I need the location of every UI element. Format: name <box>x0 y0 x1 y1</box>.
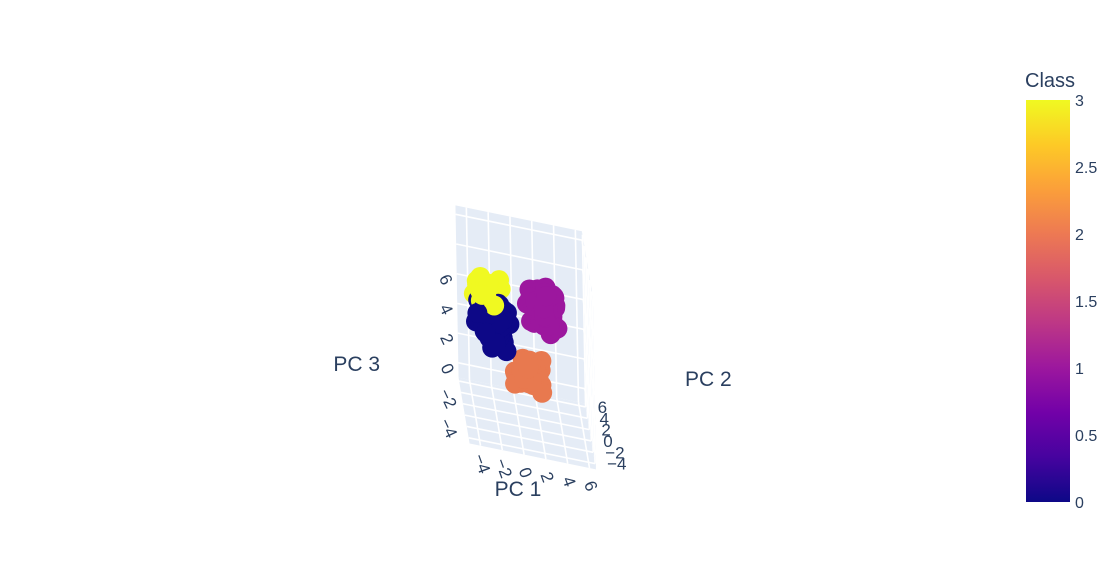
x-axis-title: PC 1 <box>495 478 542 501</box>
data-point-class-2 <box>518 358 539 379</box>
colorbar-title: Class <box>1025 70 1075 92</box>
x-tick-label: −2 <box>491 456 515 481</box>
gridline <box>555 397 569 464</box>
gridline <box>455 243 583 271</box>
data-point-class-0 <box>475 322 496 343</box>
gridline <box>589 280 594 453</box>
y-tick-label: 2 <box>601 421 610 440</box>
colorbar-tick-label: 3 <box>1075 93 1084 110</box>
colorbar: Class 0 0.5 1 1.5 2 2.5 3 <box>1025 70 1097 512</box>
gridline <box>591 291 596 464</box>
gridline <box>574 229 580 403</box>
x-tick-label: −4 <box>469 451 493 476</box>
gridline <box>581 269 595 336</box>
gridline <box>585 257 591 430</box>
y-tick-label: 0 <box>603 432 612 451</box>
colorbar-tick-label: 1 <box>1075 361 1084 378</box>
y-tick-label: −2 <box>605 443 624 462</box>
z-tick-label: 6 <box>435 271 456 288</box>
colorbar-tick-label: 1.5 <box>1075 294 1097 311</box>
gridline <box>455 213 583 241</box>
gridline <box>583 246 589 419</box>
data-point-class-3 <box>472 284 493 305</box>
gridline <box>581 234 587 407</box>
gridline <box>466 425 594 454</box>
y-axis-title: PC 2 <box>685 368 732 391</box>
data-point-class-1 <box>536 286 557 307</box>
colorbar-tick-label: 2 <box>1075 227 1084 244</box>
z-tick-label: −2 <box>435 386 460 412</box>
colorbar-tick-label: 0 <box>1075 495 1084 512</box>
colorbar-ticks: 0 0.5 1 1.5 2 2.5 3 <box>1075 93 1097 512</box>
x-tick-label: 4 <box>558 474 579 489</box>
colorbar-tick-label: 0.5 <box>1075 428 1097 445</box>
gridline <box>490 384 504 451</box>
gridline <box>581 240 594 307</box>
z-tick-label: 2 <box>436 331 457 348</box>
x-tick-label: 6 <box>580 478 601 493</box>
gridline <box>458 380 586 408</box>
z-tick-label: 4 <box>436 301 457 318</box>
y-tick-label: −4 <box>607 455 626 474</box>
colorbar-gradient <box>1026 100 1070 502</box>
gridline <box>464 414 592 442</box>
gridline <box>462 402 590 431</box>
y-tick-label: 6 <box>598 398 607 417</box>
gridline <box>460 391 588 420</box>
z-tick-label: 0 <box>437 361 458 378</box>
gridline <box>577 402 591 469</box>
colorbar-tick-label: 2.5 <box>1075 160 1097 177</box>
data-markers <box>463 266 568 403</box>
gridline <box>512 388 525 455</box>
gridline <box>534 393 547 460</box>
gridline <box>509 216 514 389</box>
z-tick-label: −4 <box>436 415 461 441</box>
gridline <box>468 379 482 446</box>
y-tick-label: 4 <box>599 409 608 428</box>
gridline <box>587 268 593 441</box>
z-axis-title: PC 3 <box>333 353 380 376</box>
gridline <box>468 436 596 465</box>
data-point-class-0 <box>467 302 488 323</box>
